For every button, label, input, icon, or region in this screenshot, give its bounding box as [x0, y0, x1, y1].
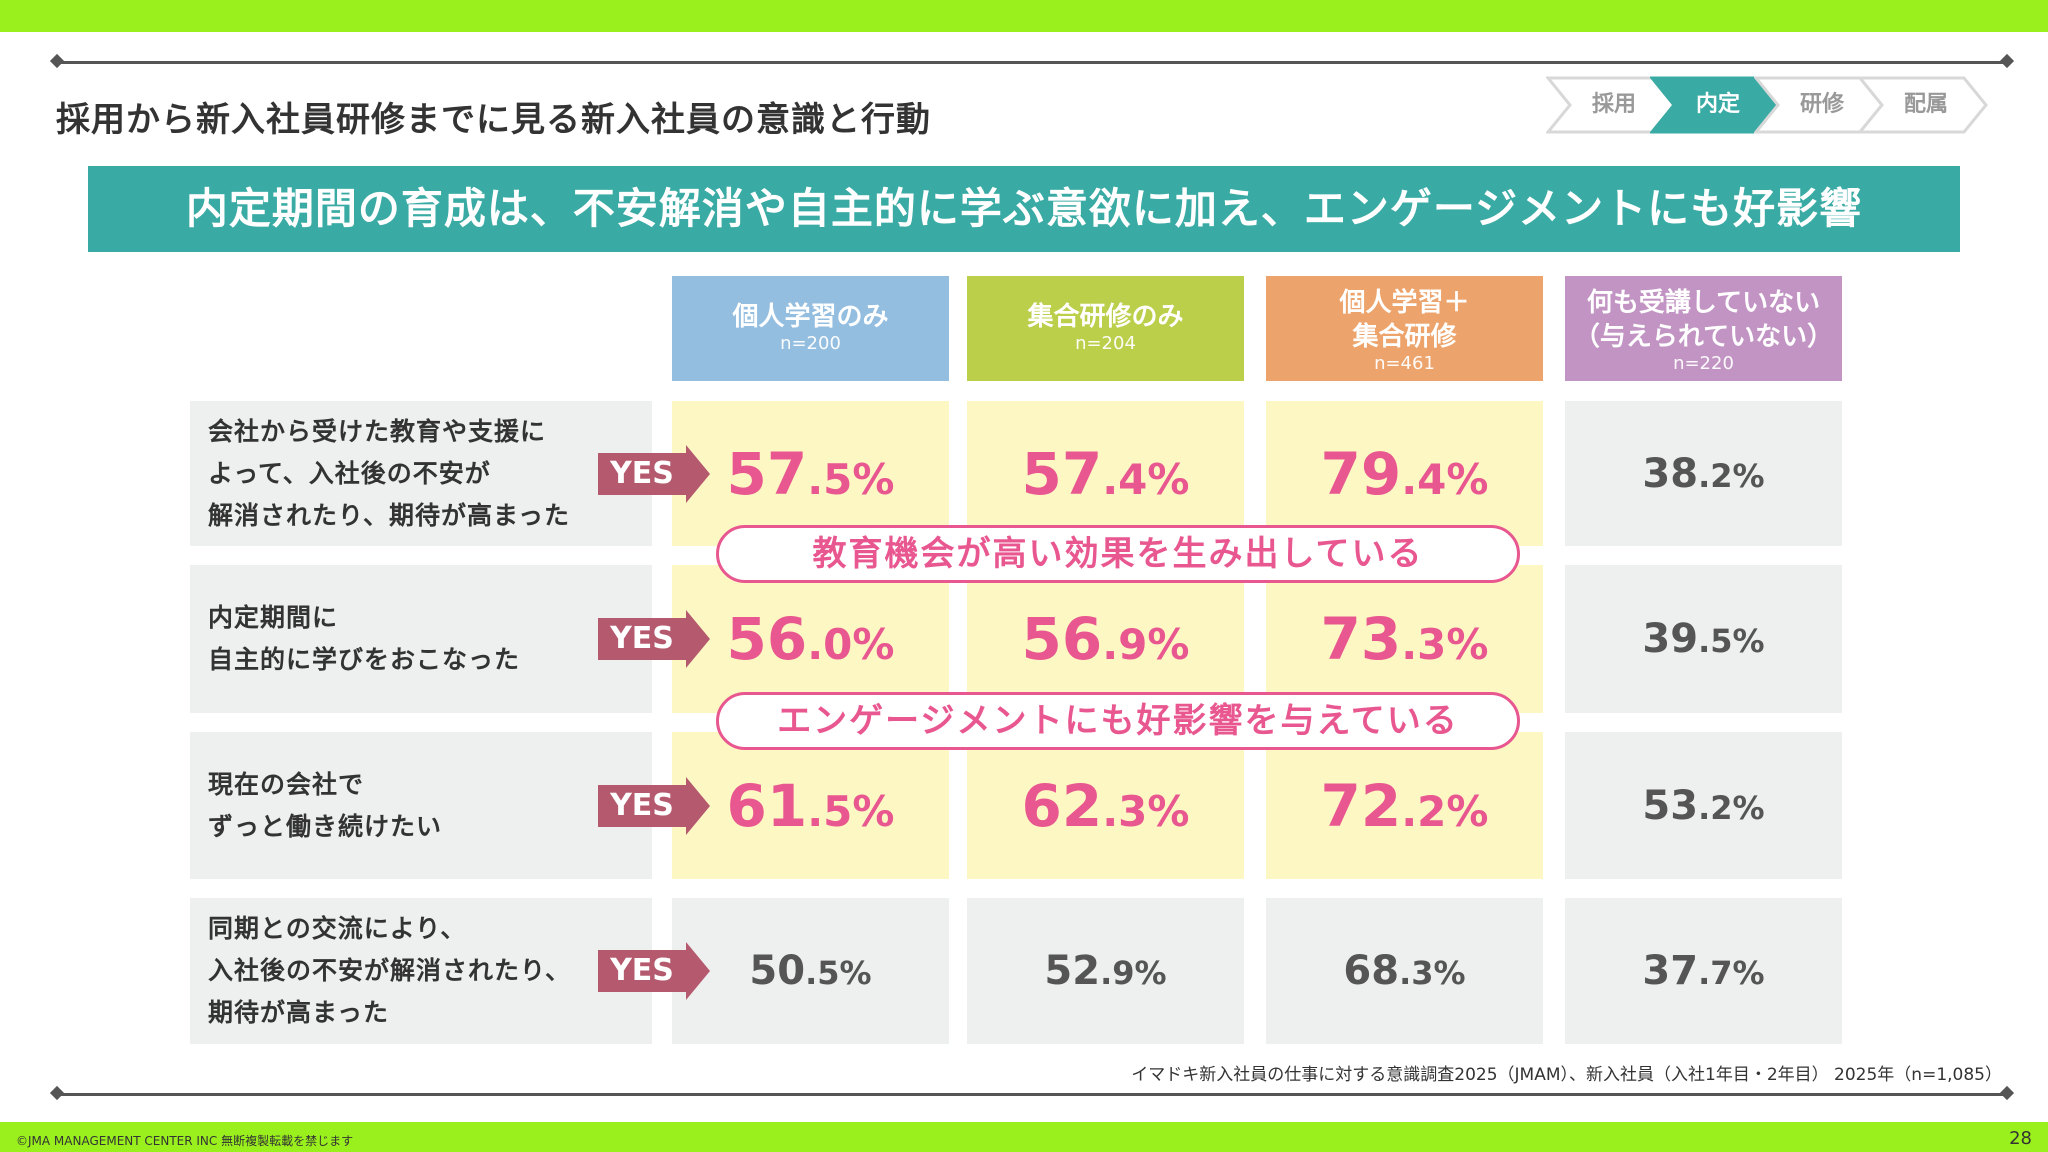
bottom-divider: [56, 1093, 2008, 1096]
value-cell: 62.3%: [967, 732, 1244, 879]
row-label-text: 現在の会社で ずっと働き続けたい: [208, 769, 443, 841]
value-label: 37.7%: [1642, 948, 1765, 994]
value-cell: 79.4%: [1266, 401, 1543, 546]
value-cell: 52.9%: [967, 898, 1244, 1044]
column-sample-size: n=200: [780, 333, 841, 354]
row-label-text: 内定期間に 自主的に学びをおこなった: [208, 603, 521, 674]
arrow-right-icon: [598, 610, 710, 668]
column-sample-size: n=204: [1075, 333, 1136, 354]
step-label: 配属: [1903, 92, 1948, 117]
arrow-right-icon: [598, 942, 710, 1000]
column-label: 集合研修のみ: [1027, 302, 1184, 332]
value-label: 79.4%: [1320, 439, 1489, 508]
column-header-3: 個人学習＋ 集合研修 n=461: [1266, 276, 1543, 381]
top-divider: [56, 61, 2008, 64]
yes-label: YES: [610, 621, 674, 656]
column-header-1: 個人学習のみ n=200: [672, 276, 949, 381]
row-label-4: 同期との交流により、 入社後の不安が解消されたり、 期待が高まった: [190, 898, 652, 1044]
value-cell: 38.2%: [1565, 401, 1842, 546]
row-label-text: 同期との交流により、 入社後の不安が解消されたり、 期待が高まった: [208, 914, 572, 1027]
bottom-accent-bar: [0, 1122, 2048, 1152]
step-label: 研修: [1799, 92, 1844, 117]
source-note: イマドキ新入社員の仕事に対する意識調査2025（JMAM）、新入社員（入社1年目…: [1131, 1065, 2002, 1085]
column-header-2: 集合研修のみ n=204: [967, 276, 1244, 381]
column-sample-size: n=461: [1374, 353, 1435, 374]
yes-label: YES: [610, 788, 674, 823]
step-label: 採用: [1591, 92, 1636, 117]
row-label-text: 会社から受けた教育や支援に よって、入社後の不安が 解消されたり、期待が高まった: [208, 416, 571, 530]
row-label-2: 内定期間に 自主的に学びをおこなった: [190, 565, 652, 713]
annotation-text-1: 教育機会が高い効果を生み出している: [812, 534, 1424, 574]
column-label: 個人学習のみ: [732, 302, 889, 332]
value-label: 62.3%: [1021, 771, 1190, 840]
value-cell: 57.4%: [967, 401, 1244, 546]
row-label-3: 現在の会社で ずっと働き続けたい: [190, 732, 652, 879]
headline-text: 内定期間の育成は、不安解消や自主的に学ぶ意欲に加え、エンゲージメントにも好影響: [185, 184, 1863, 233]
yes-label: YES: [610, 456, 674, 491]
value-label: 56.0%: [726, 605, 895, 673]
step-3: 研修: [1754, 76, 1884, 134]
value-label: 73.3%: [1320, 605, 1489, 673]
annotation-text-2: エンゲージメントにも好影響を与えている: [777, 701, 1459, 741]
column-header-4: 何も受講していない （与えられていない） n=220: [1565, 276, 1842, 381]
value-cell: 72.2%: [1266, 732, 1543, 879]
annotation-pill-2: エンゲージメントにも好影響を与えている: [716, 692, 1520, 750]
yes-arrow: YES: [598, 942, 710, 1000]
value-cell: 53.2%: [1565, 732, 1842, 879]
value-cell: 73.3%: [1266, 565, 1543, 713]
value-label: 61.5%: [726, 771, 895, 840]
value-label: 39.5%: [1642, 616, 1765, 662]
value-label: 50.5%: [749, 948, 872, 994]
page-title: 採用から新入社員研修までに見る新入社員の意識と行動: [56, 100, 931, 140]
row-label-1: 会社から受けた教育や支援に よって、入社後の不安が 解消されたり、期待が高まった: [190, 401, 652, 546]
value-cell: 56.0%: [672, 565, 949, 713]
value-label: 72.2%: [1320, 771, 1489, 840]
value-label: 38.2%: [1642, 450, 1765, 497]
yes-label: YES: [610, 953, 674, 988]
value-label: 52.9%: [1044, 948, 1167, 994]
value-cell: 61.5%: [672, 732, 949, 879]
arrow-right-icon: [598, 777, 710, 835]
value-cell: 56.9%: [967, 565, 1244, 713]
value-label: 53.2%: [1642, 782, 1765, 829]
value-cell: 39.5%: [1565, 565, 1842, 713]
step-4: 配属: [1858, 76, 1988, 134]
column-label: 何も受講していない （与えられていない）: [1573, 288, 1834, 352]
step-label: 内定: [1695, 92, 1740, 117]
value-label: 56.9%: [1021, 605, 1190, 673]
copyright: ©JMA MANAGEMENT CENTER INC 無断複製転載を禁じます: [16, 1134, 354, 1148]
annotation-pill-1: 教育機会が高い効果を生み出している: [716, 525, 1520, 583]
value-label: 57.5%: [726, 439, 895, 508]
step-1: 採用: [1546, 76, 1676, 134]
column-label: 個人学習＋ 集合研修: [1339, 288, 1470, 352]
top-accent-bar: [0, 0, 2048, 32]
step-2: 内定: [1650, 76, 1780, 134]
process-steps: 採用 内定 研修 配属: [1546, 76, 1990, 134]
yes-arrow: YES: [598, 445, 710, 503]
value-label: 57.4%: [1021, 439, 1190, 508]
value-cell: 57.5%: [672, 401, 949, 546]
value-cell: 50.5%: [672, 898, 949, 1044]
headline-banner: 内定期間の育成は、不安解消や自主的に学ぶ意欲に加え、エンゲージメントにも好影響: [88, 166, 1960, 252]
page-number: 28: [2009, 1128, 2032, 1149]
value-cell: 68.3%: [1266, 898, 1543, 1044]
value-cell: 37.7%: [1565, 898, 1842, 1044]
chevron-shape: [1858, 76, 1988, 134]
arrow-right-icon: [598, 445, 710, 503]
column-sample-size: n=220: [1673, 353, 1734, 374]
yes-arrow: YES: [598, 777, 710, 835]
yes-arrow: YES: [598, 610, 710, 668]
value-label: 68.3%: [1343, 948, 1466, 994]
